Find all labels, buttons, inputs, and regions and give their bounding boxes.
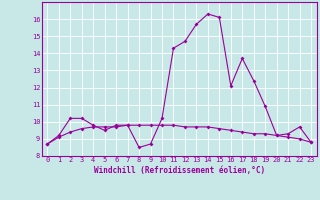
X-axis label: Windchill (Refroidissement éolien,°C): Windchill (Refroidissement éolien,°C) [94,166,265,175]
